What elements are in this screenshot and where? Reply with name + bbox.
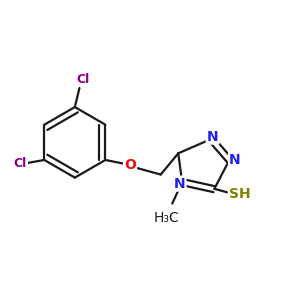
Text: N: N (174, 177, 185, 190)
Text: H₃C: H₃C (153, 211, 179, 225)
Text: Cl: Cl (76, 73, 89, 86)
Text: Cl: Cl (14, 157, 27, 169)
Text: N: N (207, 130, 218, 144)
Text: SH: SH (229, 187, 250, 201)
Text: N: N (229, 153, 241, 167)
Text: O: O (124, 158, 136, 172)
